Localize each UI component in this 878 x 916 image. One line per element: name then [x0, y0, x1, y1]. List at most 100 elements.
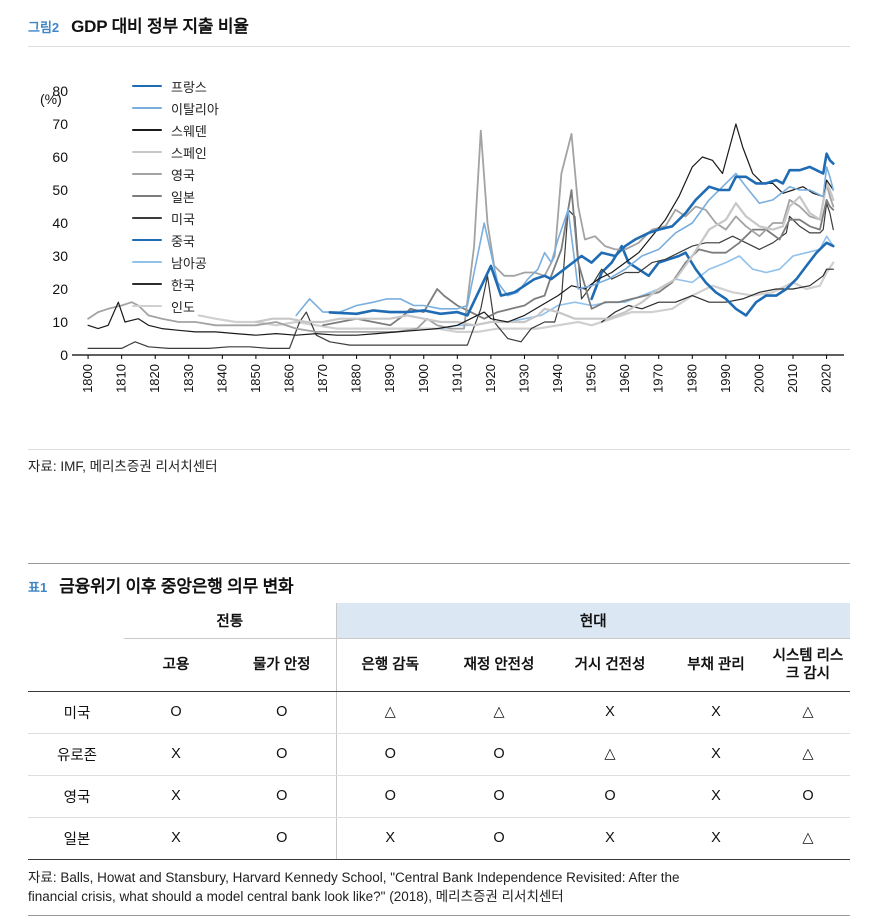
cell: O	[766, 775, 850, 818]
x-tick-label: 1840	[214, 364, 229, 393]
table-source-line1: 자료: Balls, Howat and Stansbury, Harvard …	[28, 869, 680, 885]
table-tag: 표1	[28, 579, 48, 595]
x-tick-label: 1910	[449, 364, 464, 393]
cell: O	[228, 691, 336, 734]
legend-line-swatch	[132, 283, 162, 285]
cell: X	[554, 691, 666, 734]
column-header-system-risk: 시스템 리스크 감시	[766, 638, 850, 692]
x-tick-label: 1940	[550, 364, 565, 393]
legend-label: 한국	[171, 277, 195, 293]
series-line	[197, 261, 835, 333]
legend-label: 영국	[171, 167, 195, 183]
y-tick-label: 0	[60, 347, 68, 363]
legend-line-swatch	[132, 304, 162, 308]
x-tick-label: 1820	[147, 364, 162, 393]
x-tick-label: 1980	[684, 364, 699, 393]
cell: X	[335, 817, 444, 860]
y-tick-label: 20	[52, 281, 68, 297]
legend-item: 한국	[132, 277, 219, 293]
legend-line-swatch	[132, 150, 162, 154]
legend-label: 프랑스	[171, 79, 207, 95]
figure-tag: 그림2	[28, 20, 60, 35]
legend-label: 중국	[171, 233, 195, 249]
chart-legend: 프랑스 이탈리아 스웨덴 스페인 영국 일본 미국 중국 남아공 한국 인도	[132, 79, 219, 315]
cell: △	[444, 691, 554, 734]
cell: X	[666, 691, 766, 734]
table-title: 금융위기 이후 중앙은행 의무 변화	[59, 576, 294, 596]
column-header-price-stability: 물가 안정	[228, 638, 336, 692]
legend-line-swatch	[132, 195, 162, 197]
legend-label: 남아공	[171, 255, 207, 271]
legend-item: 인도	[132, 299, 219, 315]
legend-label: 이탈리아	[171, 101, 219, 117]
cell: O	[124, 691, 228, 734]
cell: X	[666, 733, 766, 776]
cell: O	[554, 775, 666, 818]
cell: O	[228, 775, 336, 818]
x-tick-label: 1990	[718, 364, 733, 393]
row-label: 유로존	[28, 733, 124, 776]
cell: O	[228, 733, 336, 776]
cell: △	[766, 733, 850, 776]
figure-header: 그림2 GDP 대비 정부 지출 비율	[28, 12, 850, 37]
table-row-japan: 일본 X O X O X X △	[28, 817, 850, 860]
x-tick-label: 1810	[114, 364, 129, 393]
cell: X	[666, 775, 766, 818]
series-line	[87, 129, 835, 333]
x-tick-label: 1880	[349, 364, 364, 393]
legend-line-swatch	[132, 107, 162, 109]
legend-item: 이탈리아	[132, 101, 219, 117]
x-tick-label: 1970	[651, 364, 666, 393]
legend-line-swatch	[132, 217, 162, 219]
group-header-traditional: 전통	[124, 602, 336, 639]
x-tick-label: 1830	[181, 364, 196, 393]
table-top-rule	[28, 562, 850, 564]
legend-line-swatch	[132, 238, 162, 242]
column-header-fiscal-stability: 재정 안전성	[444, 638, 554, 692]
x-tick-label: 1860	[281, 364, 296, 393]
column-header-macroprudential: 거시 건전성	[554, 638, 666, 692]
cell: X	[554, 817, 666, 860]
y-axis-unit-label: (%)	[40, 91, 62, 107]
cell: X	[666, 817, 766, 860]
row-label: 일본	[28, 817, 124, 860]
cell: O	[335, 775, 444, 818]
x-tick-label: 1930	[516, 364, 531, 393]
x-tick-label: 2020	[819, 364, 834, 393]
legend-item: 남아공	[132, 255, 219, 271]
column-header-row: 고용 물가 안정 은행 감독 재정 안전성 거시 건전성 부채 관리 시스템 리…	[28, 638, 850, 692]
legend-line-swatch	[132, 129, 162, 131]
table-source: 자료: Balls, Howat and Stansbury, Harvard …	[28, 860, 850, 915]
x-tick-label: 1800	[80, 364, 95, 393]
legend-label: 스페인	[171, 145, 207, 161]
cell: △	[766, 691, 850, 734]
cell: O	[444, 817, 554, 860]
table-row-eurozone: 유로존 X O O O △ X △	[28, 733, 850, 776]
column-header-debt-management: 부채 관리	[666, 638, 766, 692]
x-tick-label: 1900	[416, 364, 431, 393]
series-line	[87, 123, 834, 336]
x-tick-label: 1870	[315, 364, 330, 393]
x-tick-label: 2000	[751, 364, 766, 393]
cell: O	[444, 775, 554, 818]
series-line	[328, 152, 835, 317]
table-source-line2: financial crisis, what should a model ce…	[28, 889, 564, 905]
cell: X	[124, 775, 228, 818]
series-line	[601, 268, 834, 323]
cell: X	[124, 733, 228, 776]
series-line	[87, 202, 834, 349]
series-line	[295, 166, 835, 317]
y-tick-label: 70	[52, 116, 68, 132]
x-tick-label: 1890	[382, 364, 397, 393]
cell: X	[124, 817, 228, 860]
series-line	[254, 182, 835, 327]
figure-source: 자료: IMF, 메리츠증권 리서치센터	[28, 459, 218, 474]
figure-header-divider	[28, 46, 850, 47]
cell: O	[335, 733, 444, 776]
figure-source-divider	[28, 449, 850, 450]
legend-label: 스웨덴	[171, 123, 207, 139]
group-header-row: 전통 현대	[28, 602, 850, 639]
cell: O	[444, 733, 554, 776]
y-tick-label: 10	[52, 314, 68, 330]
